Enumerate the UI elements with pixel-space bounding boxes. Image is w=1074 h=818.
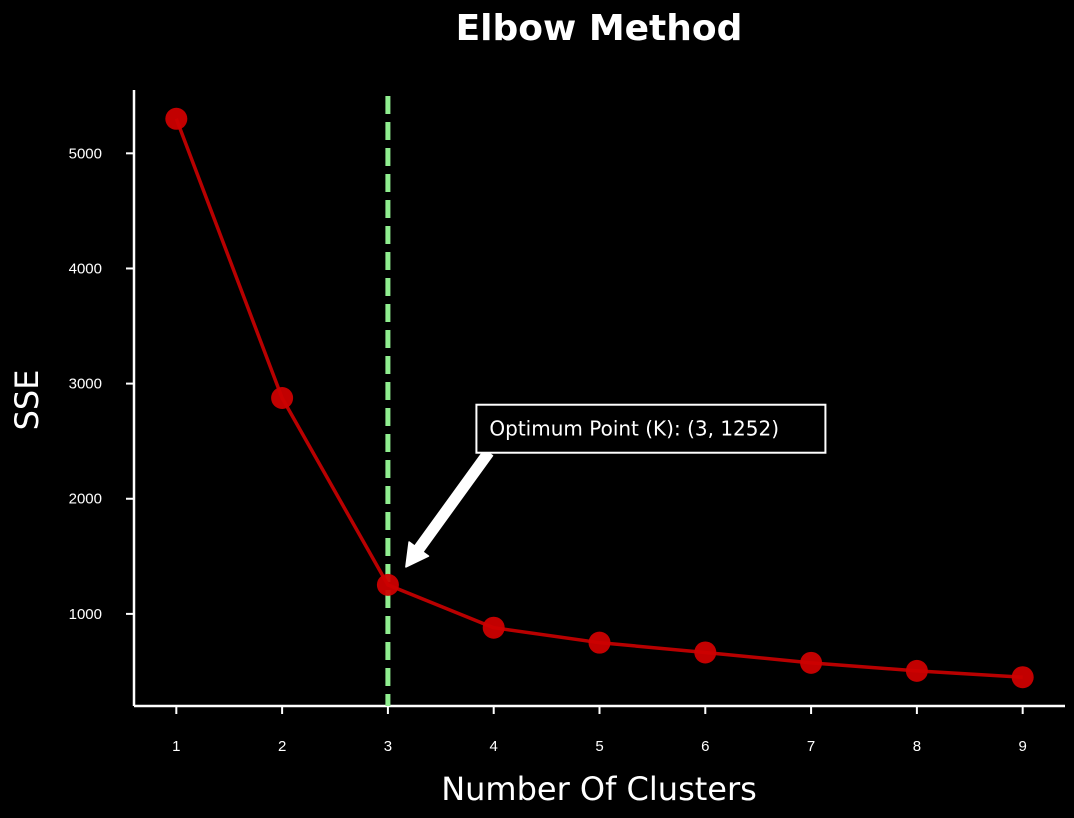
y-tick-label: 4000 (69, 260, 102, 277)
data-point (905, 659, 928, 682)
data-point (482, 616, 505, 639)
x-tick-label: 6 (701, 738, 709, 755)
data-point (165, 107, 188, 130)
annotation-box (475, 403, 827, 454)
x-tick-label: 4 (490, 738, 498, 755)
y-tick-label: 2000 (69, 491, 102, 508)
annotation: Optimum Point (K): (3, 1252) (405, 403, 827, 568)
x-tick-label: 8 (913, 738, 921, 755)
y-axis-label: SSE (8, 370, 46, 431)
axes: 1 2 3 4 5 6 7 8 9 1000 2000 3000 4000 5000 (69, 90, 1065, 755)
x-tick-label: 5 (595, 738, 603, 755)
y-tick-label: 5000 (69, 145, 102, 162)
x-tick-label: 1 (172, 738, 180, 755)
x-tick-label: 2 (278, 738, 286, 755)
y-tick-label: 3000 (69, 376, 102, 393)
data-point (1011, 666, 1034, 689)
chart-title: Elbow Method (456, 8, 743, 49)
annotation-text: Optimum Point (K): (3, 1252) (489, 417, 779, 441)
x-axis-label: Number Of Clusters (441, 770, 757, 808)
data-series (165, 107, 1034, 689)
data-point (800, 651, 823, 674)
x-tick-label: 3 (384, 738, 392, 755)
data-point (694, 641, 717, 664)
data-point (588, 631, 611, 654)
x-tick-label: 7 (807, 738, 815, 755)
data-point (376, 573, 399, 596)
x-tick-label: 9 (1019, 738, 1027, 755)
y-tick-label: 1000 (69, 606, 102, 623)
data-point (271, 387, 294, 409)
